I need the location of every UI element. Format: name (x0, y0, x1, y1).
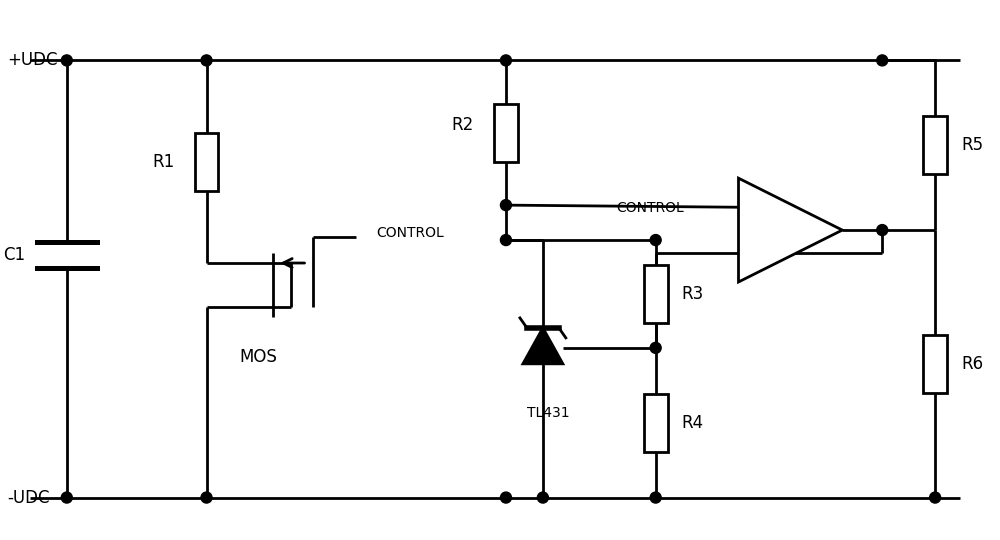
Polygon shape (523, 328, 563, 364)
Circle shape (877, 225, 888, 235)
Bar (923, 116, 947, 174)
Bar (644, 265, 668, 323)
Text: TL431: TL431 (527, 406, 569, 420)
Text: -UDC: -UDC (7, 489, 49, 507)
Circle shape (650, 342, 661, 353)
Text: R3: R3 (682, 285, 704, 303)
Circle shape (500, 492, 511, 503)
Circle shape (650, 492, 661, 503)
Circle shape (650, 234, 661, 246)
Text: +UDC: +UDC (7, 51, 57, 70)
Text: −: − (762, 244, 776, 262)
Text: R1: R1 (152, 153, 175, 171)
Text: CONTROL: CONTROL (376, 226, 444, 240)
Polygon shape (739, 178, 842, 282)
Text: CONTROL: CONTROL (616, 201, 684, 215)
Circle shape (500, 55, 511, 66)
Bar (195, 133, 218, 191)
Circle shape (930, 492, 941, 503)
Text: R2: R2 (452, 116, 474, 134)
Circle shape (537, 492, 548, 503)
Text: R4: R4 (682, 414, 704, 431)
Circle shape (500, 234, 511, 246)
Text: MOS: MOS (239, 348, 277, 366)
Circle shape (201, 55, 212, 66)
Circle shape (61, 492, 72, 503)
Text: R6: R6 (961, 355, 983, 373)
Circle shape (61, 55, 72, 66)
Bar (494, 104, 518, 161)
Bar (644, 394, 668, 451)
Text: +: + (762, 200, 775, 215)
Text: R5: R5 (961, 136, 983, 154)
Circle shape (500, 200, 511, 211)
Text: C1: C1 (3, 246, 25, 264)
Circle shape (877, 55, 888, 66)
Circle shape (201, 492, 212, 503)
Bar (923, 335, 947, 393)
